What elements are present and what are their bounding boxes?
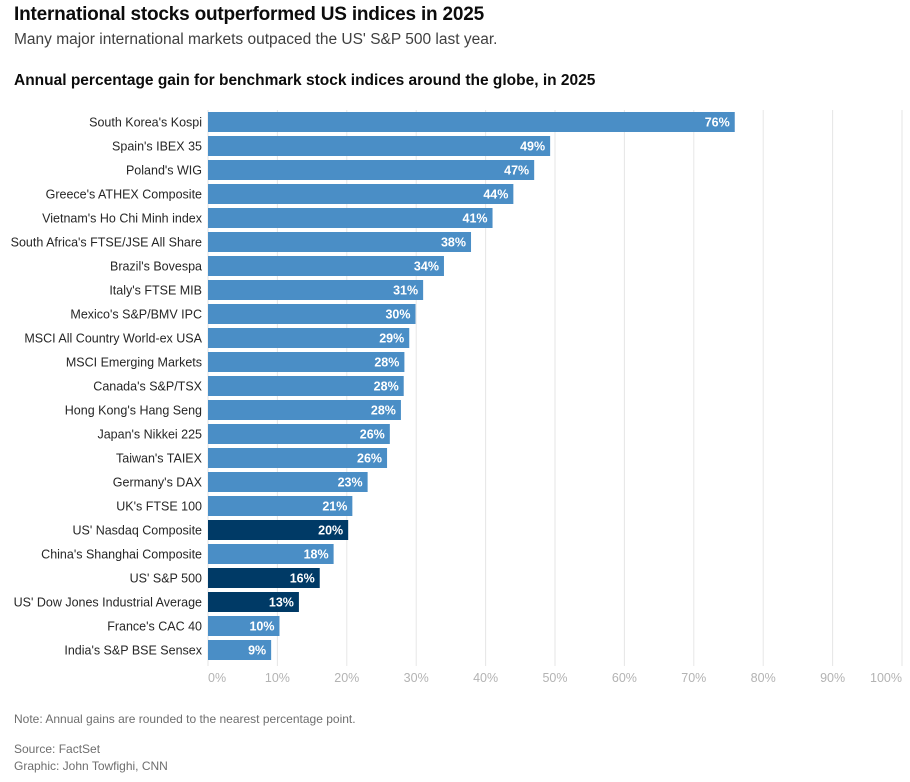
bar-value-label: 34%	[414, 260, 439, 274]
x-tick-label: 50%	[542, 671, 567, 685]
bar	[208, 448, 388, 468]
bar	[208, 424, 390, 444]
category-label: Germany's DAX	[113, 476, 203, 490]
bar	[208, 160, 535, 180]
bar	[208, 304, 416, 324]
footnote: Note: Annual gains are rounded to the ne…	[14, 712, 356, 726]
bar	[208, 592, 299, 612]
category-label: UK's FTSE 100	[116, 500, 202, 514]
bar-value-label: 41%	[463, 212, 488, 226]
bar-value-label: 20%	[318, 524, 343, 538]
bar	[208, 328, 410, 348]
x-tick-label: 70%	[681, 671, 706, 685]
category-label: MSCI All Country World-ex USA	[24, 332, 202, 346]
bar-value-label: 30%	[385, 308, 410, 322]
category-label: US' S&P 500	[130, 572, 202, 586]
bar-value-label: 21%	[322, 500, 347, 514]
category-label: Taiwan's TAIEX	[116, 452, 203, 466]
bar-value-label: 9%	[248, 644, 266, 658]
category-labels: South Korea's Kospi Spain's IBEX 35 Poland…	[11, 116, 203, 658]
x-tick-label: 30%	[404, 671, 429, 685]
x-tick-label: 10%	[265, 671, 290, 685]
bar-value-label: 23%	[338, 476, 363, 490]
bar	[208, 232, 472, 252]
bar-chart: 76% 49% 47% 44% 41% 38%34% 31% 30% 29% 28% 28% 28% 2…	[11, 110, 903, 685]
bar	[208, 352, 405, 372]
bar-value-label: 44%	[483, 188, 508, 202]
category-label: China's Shanghai Composite	[41, 548, 202, 562]
category-label: Vietnam's Ho Chi Minh index	[42, 212, 203, 226]
bar-value-label: 10%	[249, 620, 274, 634]
bar-value-label: 76%	[705, 116, 730, 130]
x-tick-label: 40%	[473, 671, 498, 685]
category-label: Greece's ATHEX Composite	[46, 188, 202, 202]
bar-value-label: 13%	[269, 596, 294, 610]
bar-value-label: 18%	[304, 548, 329, 562]
category-label: South Africa's FTSE/JSE All Share	[11, 236, 202, 250]
category-label: Spain's IBEX 35	[112, 140, 202, 154]
source-credit: Source: FactSet	[14, 742, 101, 756]
category-label: US' Nasdaq Composite	[72, 524, 202, 538]
bar-value-label: 38%	[441, 236, 466, 250]
x-axis-ticks: 0% 10% 20% 30% 40% 50% 60% 70% 80% 90% 100%	[208, 671, 902, 685]
bar	[208, 472, 368, 492]
category-label: Hong Kong's Hang Seng	[65, 404, 202, 418]
graphic-credit: Graphic: John Towfighi, CNN	[14, 759, 168, 773]
category-label: India's S&P BSE Sensex	[64, 644, 202, 658]
x-tick-label: 20%	[334, 671, 359, 685]
bar	[208, 568, 320, 588]
bar	[208, 256, 444, 276]
category-label: Canada's S&P/TSX	[93, 380, 202, 394]
x-tick-label: 100%	[870, 671, 902, 685]
page-subtitle: Many major international markets outpace…	[14, 31, 498, 48]
bar	[208, 112, 735, 132]
category-label: MSCI Emerging Markets	[66, 356, 202, 370]
category-label: Mexico's S&P/BMV IPC	[70, 308, 202, 322]
chart-title: Annual percentage gain for benchmark sto…	[14, 72, 596, 89]
category-label: France's CAC 40	[107, 620, 202, 634]
bar-value-label: 47%	[504, 164, 529, 178]
category-label: South Korea's Kospi	[89, 116, 202, 130]
bar	[208, 544, 334, 564]
bar-value-label: 28%	[374, 380, 399, 394]
bar-value-label: 26%	[360, 428, 385, 442]
bars: 76% 49% 47% 44% 41% 38%34% 31% 30% 29% 28% 28% 28% 2…	[208, 112, 735, 660]
bar-value-label: 31%	[393, 284, 418, 298]
category-label: Japan's Nikkei 225	[97, 428, 202, 442]
category-label: US' Dow Jones Industrial Average	[14, 596, 202, 610]
category-label: Brazil's Bovespa	[110, 260, 202, 274]
bar	[208, 376, 404, 396]
x-tick-label: 60%	[612, 671, 637, 685]
bar	[208, 136, 551, 156]
category-label: Italy's FTSE MIB	[109, 284, 202, 298]
category-label: Poland's WIG	[126, 164, 202, 178]
bar-value-label: 29%	[379, 332, 404, 346]
bar-value-label: 28%	[371, 404, 396, 418]
x-tick-label: 0%	[208, 671, 226, 685]
bar	[208, 640, 272, 660]
bar	[208, 496, 353, 516]
bar	[208, 616, 280, 636]
bar-value-label: 26%	[357, 452, 382, 466]
bar-value-label: 28%	[374, 356, 399, 370]
bar	[208, 208, 493, 228]
x-tick-label: 80%	[751, 671, 776, 685]
bar	[208, 520, 349, 540]
bar-value-label: 16%	[290, 572, 315, 586]
bar	[208, 280, 424, 300]
bar-value-label: 49%	[520, 140, 545, 154]
page-title: International stocks outperformed US ind…	[14, 4, 484, 25]
bar	[208, 184, 514, 204]
bar	[208, 400, 401, 420]
x-tick-label: 90%	[820, 671, 845, 685]
